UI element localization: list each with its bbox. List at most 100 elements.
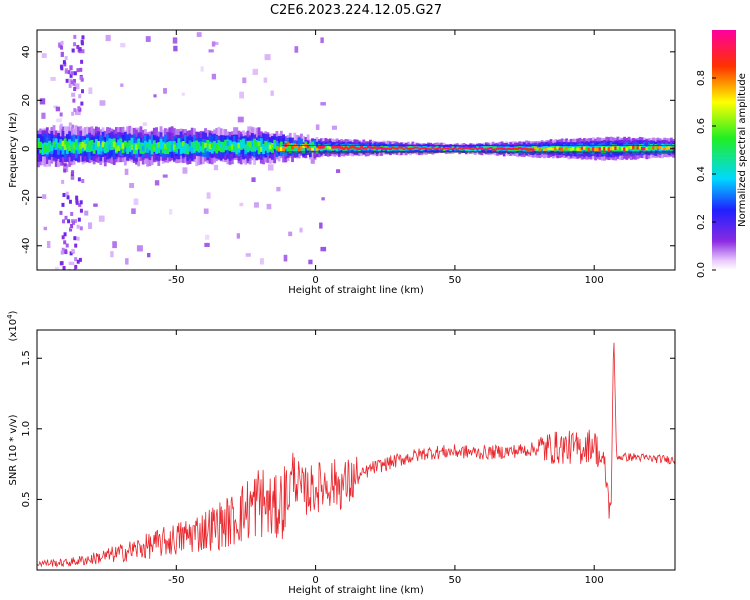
spectrogram-y-ticks: -40 -20 0 20 40 (21, 45, 675, 254)
heatmap-band-cell (286, 144, 290, 153)
heatmap-band-cell (68, 139, 72, 151)
heatmap-band-cell (253, 138, 257, 149)
heatmap-noise-cell (61, 235, 65, 240)
colorbar-tick-label: 0.4 (696, 166, 707, 182)
heatmap-band-cell (315, 147, 319, 151)
heatmap-band-cell (378, 146, 381, 149)
heatmap-noise-cell (68, 261, 75, 266)
heatmap-band-cell (297, 138, 301, 151)
heatmap-band-cell (373, 146, 377, 149)
heatmap-band-cell (473, 147, 477, 152)
heatmap-band-cell (351, 145, 355, 149)
heatmap-noise-cell (68, 199, 72, 204)
heatmap-band-cell (273, 143, 277, 148)
heatmap-noise-cell (308, 259, 313, 265)
heatmap-band-cell (386, 147, 390, 150)
heatmap-band-cell (132, 144, 136, 150)
heatmap-band-cell (286, 142, 290, 147)
heatmap-band-cell (404, 146, 408, 149)
heatmap-band-cell (491, 148, 495, 151)
heatmap-band-cell (665, 146, 669, 150)
heatmap-band-cell (507, 147, 511, 150)
heatmap-noise-cell (72, 81, 76, 86)
heatmap-noise-cell (276, 186, 281, 192)
heatmap-band-cell (123, 140, 127, 147)
heatmap-noise-cell (239, 91, 245, 99)
heatmap-noise-cell (211, 41, 216, 47)
heatmap-band-cell (502, 147, 506, 150)
heatmap-noise-cell (105, 34, 111, 42)
heatmap-band-cell (505, 148, 508, 151)
heatmap-noise-cell (43, 226, 48, 231)
spectrogram-y-tick-label: -20 (21, 189, 32, 205)
heatmap-band-cell (291, 145, 294, 150)
heatmap-band-cell (141, 145, 145, 152)
heatmap-band-cell (168, 143, 172, 149)
heatmap-band-cell (77, 144, 80, 151)
heatmap-noise-cell (59, 261, 63, 266)
heatmap-band-cell (641, 146, 644, 151)
heatmap-noise-cell (70, 71, 74, 76)
heatmap-band-cell (317, 145, 321, 149)
heatmap-noise-cell (60, 40, 64, 45)
snr-x-tick-label: 100 (585, 575, 604, 586)
heatmap-band-cell (259, 146, 263, 152)
heatmap-band-cell (206, 145, 210, 152)
heatmap-band-cell (571, 147, 575, 151)
colorbar-tick-label: 0.2 (696, 214, 707, 230)
heatmap-band-cell (456, 148, 459, 151)
heatmap-band-cell (482, 146, 486, 150)
heatmap-noise-cell (78, 49, 85, 54)
heatmap-noise-cell (69, 227, 73, 232)
heatmap-band-cell (500, 147, 504, 150)
heatmap-band-cell (520, 147, 524, 151)
heatmap-band-cell (239, 141, 243, 148)
heatmap-band-cell (246, 142, 250, 153)
heatmap-band-cell (534, 146, 537, 150)
snr-panel: -50 0 50 100 0.5 1.0 1.5 Height of straight l… (6, 310, 676, 596)
snr-y-label: SNR (10 * v/v) (8, 414, 19, 485)
heatmap-band-cell (464, 147, 468, 152)
heatmap-band-cell (369, 146, 372, 149)
heatmap-band-cell (235, 142, 239, 148)
heatmap-band-cell (186, 145, 190, 151)
heatmap-band-cell (462, 147, 466, 151)
heatmap-band-cell (148, 144, 152, 151)
heatmap-noise-cell (70, 223, 74, 228)
heatmap-band-cell (464, 147, 468, 149)
heatmap-band-cell (569, 147, 573, 151)
heatmap-noise-cell (236, 233, 240, 239)
heatmap-band-cell (493, 146, 497, 151)
heatmap-band-cell (400, 146, 404, 151)
heatmap-noise-cell (88, 87, 93, 95)
heatmap-noise-cell (206, 192, 211, 199)
heatmap-band-cell (460, 148, 464, 150)
heatmap-band-cell (199, 146, 203, 152)
heatmap-band-cell (152, 140, 156, 152)
heatmap-band-cell (551, 147, 555, 151)
heatmap-band-cell (184, 144, 187, 150)
heatmap-band-cell (63, 138, 67, 150)
heatmap-band-cell (217, 140, 221, 151)
heatmap-band-cell (563, 146, 566, 150)
heatmap-noise-cell (162, 174, 168, 178)
heatmap-band-cell (284, 142, 288, 148)
heatmap-band-cell (121, 143, 125, 149)
heatmap-band-cell (161, 142, 165, 154)
heatmap-band-cell (282, 146, 285, 152)
snr-y-tick-label: 1.0 (21, 421, 32, 437)
heatmap-noise-cell (76, 224, 80, 229)
heatmap-band-cell (308, 147, 312, 151)
heatmap-band-cell (609, 146, 613, 151)
heatmap-band-cell (647, 146, 651, 150)
heatmap-band-cell (406, 148, 410, 151)
heatmap-band-cell (629, 145, 633, 150)
heatmap-band-cell (667, 146, 671, 150)
heatmap-band-cell (554, 147, 557, 151)
heatmap-noise-cell (63, 162, 67, 167)
heatmap-band-cell (511, 147, 515, 151)
spectrogram-x-tick-label: 100 (585, 275, 604, 286)
heatmap-noise-cell (62, 266, 66, 270)
heatmap-band-cell (484, 148, 488, 151)
heatmap-band-cell (578, 144, 582, 152)
